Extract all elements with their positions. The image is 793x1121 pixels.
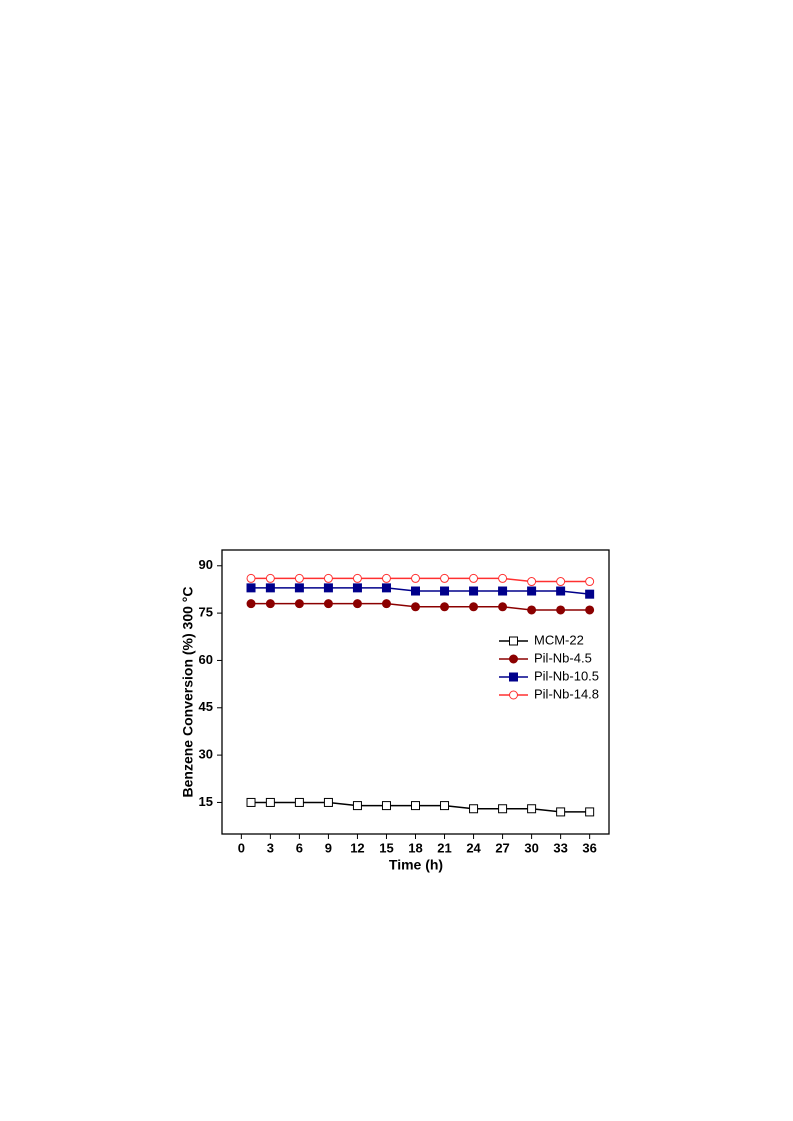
marker: [585, 577, 595, 587]
legend-label: Pil-Nb-10.5: [534, 668, 599, 683]
marker: [411, 602, 420, 612]
x-tick-label: 6: [296, 840, 303, 855]
x-tick-label: 36: [582, 840, 596, 855]
marker: [411, 573, 420, 583]
marker: [469, 804, 479, 814]
marker: [469, 573, 479, 583]
legend-marker: [509, 672, 518, 682]
x-axis-label: Time (h): [389, 857, 443, 873]
marker: [498, 602, 508, 612]
marker: [469, 586, 479, 596]
marker: [323, 573, 333, 583]
x-tick-label: 12: [350, 840, 364, 855]
marker: [527, 586, 537, 596]
legend-marker: [509, 654, 518, 664]
marker: [440, 586, 450, 596]
marker: [411, 586, 420, 596]
marker: [585, 589, 595, 599]
y-tick-label: 45: [199, 699, 213, 714]
y-tick-label: 90: [199, 557, 213, 572]
marker: [469, 602, 479, 612]
marker: [527, 804, 537, 814]
legend-label: Pil-Nb-4.5: [534, 650, 592, 665]
marker: [381, 599, 391, 609]
legend-marker: [509, 690, 518, 700]
marker: [352, 599, 362, 609]
marker: [381, 583, 391, 593]
marker: [352, 583, 362, 593]
marker: [556, 586, 566, 596]
marker: [498, 586, 508, 596]
legend-label: MCM-22: [534, 632, 584, 647]
marker: [294, 573, 304, 583]
marker: [527, 577, 537, 587]
y-tick-label: 30: [199, 747, 213, 762]
marker: [246, 573, 256, 583]
marker: [381, 573, 391, 583]
marker: [246, 797, 256, 807]
marker: [323, 599, 333, 609]
marker: [556, 605, 566, 615]
x-tick-label: 21: [437, 840, 451, 855]
marker: [323, 797, 333, 807]
marker: [265, 573, 275, 583]
x-tick-label: 18: [408, 840, 422, 855]
legend-marker: [509, 636, 518, 646]
x-tick-label: 27: [495, 840, 509, 855]
marker: [585, 807, 595, 817]
marker: [440, 573, 450, 583]
marker: [265, 599, 275, 609]
marker: [440, 801, 450, 811]
marker: [352, 573, 362, 583]
marker: [585, 605, 595, 615]
x-tick-label: 30: [524, 840, 538, 855]
x-tick-label: 24: [466, 840, 481, 855]
marker: [265, 797, 275, 807]
marker: [411, 801, 420, 811]
x-tick-label: 9: [325, 840, 332, 855]
marker: [246, 583, 256, 593]
y-tick-label: 15: [199, 794, 213, 809]
y-tick-label: 60: [199, 652, 213, 667]
marker: [556, 577, 566, 587]
legend-label: Pil-Nb-14.8: [534, 686, 599, 701]
x-tick-label: 3: [267, 840, 274, 855]
marker: [294, 599, 304, 609]
marker: [352, 801, 362, 811]
x-tick-label: 33: [553, 840, 567, 855]
marker: [440, 602, 450, 612]
marker: [381, 801, 391, 811]
marker: [265, 583, 275, 593]
marker: [246, 599, 256, 609]
y-tick-label: 75: [199, 605, 213, 620]
x-tick-label: 15: [379, 840, 393, 855]
x-tick-label: 0: [238, 840, 245, 855]
marker: [556, 807, 566, 817]
y-axis-label: Benzene Conversion (%) 300 °C: [180, 587, 196, 798]
marker: [498, 573, 508, 583]
marker: [294, 583, 304, 593]
marker: [294, 797, 304, 807]
marker: [498, 804, 508, 814]
marker: [323, 583, 333, 593]
marker: [527, 605, 537, 615]
